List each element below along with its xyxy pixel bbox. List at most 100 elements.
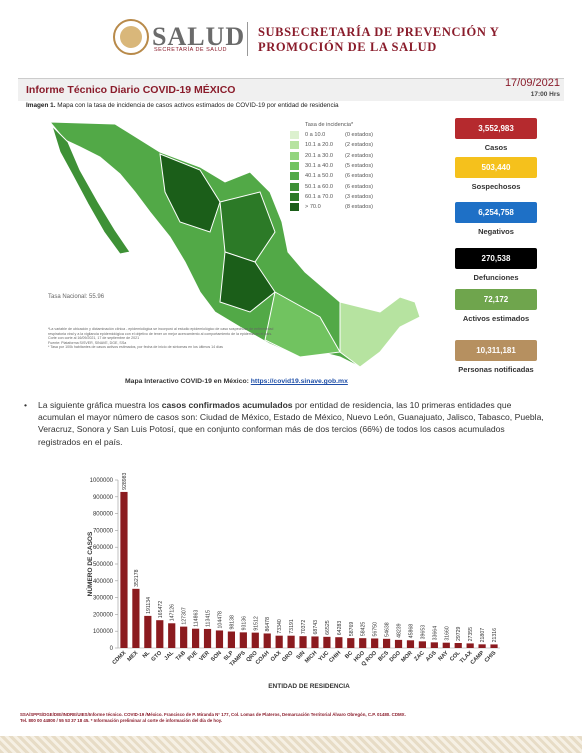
bar — [406, 640, 415, 648]
kpi-label: Activos estimados — [462, 314, 530, 323]
value-label: 29729 — [456, 626, 462, 641]
kpi-value: 6,254,758 — [455, 202, 537, 223]
x-tick-label: NL — [142, 650, 152, 660]
legend-count: (8 estados) — [345, 204, 373, 211]
value-label: 54638 — [385, 622, 391, 637]
value-label: 93136 — [241, 616, 247, 631]
x-tick-label: CDMX — [111, 650, 127, 666]
bar — [144, 615, 152, 648]
bar — [275, 635, 283, 648]
bar — [454, 643, 462, 648]
y-tick-label: 700000 — [93, 528, 114, 534]
logo — [113, 19, 149, 55]
bar — [359, 638, 367, 648]
bar — [215, 630, 224, 648]
legend-rows: 0 a 10.0 (0 estados) 10.1 a 20.0 (2 estados… — [290, 130, 373, 212]
y-tick-label: 900000 — [93, 495, 114, 501]
legend-count: (3 estados) — [345, 193, 373, 200]
footer: SSA/SPPS/DGE/DIE/INDRE/UIES/Informe técn… — [20, 712, 565, 724]
legend-range: 50.1 a 60.0 — [305, 183, 333, 190]
x-tick-label: MEX — [127, 650, 140, 663]
bar — [180, 626, 188, 648]
bar — [263, 633, 271, 648]
legend-swatch — [290, 172, 299, 181]
legend-row: 60.1 a 70.0 (3 estados) — [290, 192, 373, 202]
map-notes: *La variable de ubicación y dictaminació… — [48, 327, 288, 350]
legend-row: 20.1 a 30.0 (2 estados) — [290, 151, 373, 161]
legend-count: (0 estados) — [345, 132, 373, 139]
x-tick-label: TAB — [175, 650, 187, 662]
legend-row: 0 a 10.0 (0 estados) — [290, 130, 373, 140]
bar-chart: 0 100000 200000 300000 400000 500000 600000 700… — [85, 473, 500, 690]
value-label: 31660 — [444, 626, 450, 641]
y-tick-label: 200000 — [93, 612, 114, 618]
office-line: PROMOCIÓN DE LA SALUD — [258, 40, 437, 54]
bar — [287, 635, 295, 648]
bar — [418, 641, 427, 648]
bar — [371, 638, 379, 648]
legend-count: (5 estados) — [345, 163, 373, 170]
bar — [347, 638, 355, 648]
footer-line: SSA/SPPS/DGE/DIE/INDRE/UIES/Informe técn… — [20, 712, 406, 717]
legend-range: 10.1 a 20.0 — [305, 142, 333, 149]
legend-range: > 70.0 — [305, 204, 321, 211]
bar — [442, 642, 450, 648]
x-tick-label: SIN — [296, 650, 307, 661]
x-tick-label: BCS — [377, 650, 390, 663]
legend-range: 20.1 a 30.0 — [305, 152, 333, 159]
brand: SALUD — [152, 22, 246, 51]
value-label: 98138 — [229, 615, 235, 630]
note: *La variable de ubicación y dictaminació… — [48, 327, 274, 336]
x-tick-label: SON — [210, 650, 223, 663]
bar — [490, 644, 498, 648]
legend-title: Tasa de incidencia* — [305, 122, 354, 128]
bar — [430, 642, 438, 648]
bar — [323, 636, 331, 648]
bar — [394, 639, 403, 648]
value-label: 191134 — [146, 597, 152, 614]
y-tick-label: 400000 — [93, 579, 114, 585]
x-tick-label: MOR — [400, 650, 413, 663]
note: Fuente: Plataforma SISVER, SINAVE, DGE, … — [48, 340, 127, 345]
value-label: 165472 — [158, 601, 164, 618]
legend-row: 30.1 a 40.0 (5 estados) — [290, 161, 373, 171]
y-tick-label: 600000 — [93, 545, 114, 551]
kpi: 72,172 Activos estimados — [455, 289, 537, 323]
para-bold: casos confirmados acumulados — [161, 400, 293, 410]
kpi-value: 72,172 — [455, 289, 537, 310]
caption-label: Imagen 1. — [26, 102, 56, 109]
kpi: 3,552,983 Casos — [455, 118, 537, 152]
paragraph: La siguiente gráfica muestra los casos c… — [24, 399, 548, 448]
legend-range: 30.1 a 40.0 — [305, 163, 333, 170]
value-label: 68743 — [313, 620, 319, 635]
value-label: 928983 — [122, 473, 128, 490]
value-label: 39653 — [420, 625, 426, 640]
legend-swatch — [290, 131, 299, 140]
kpi: 10,311,181 Personas notificadas — [455, 340, 537, 374]
y-tick-label: 1000000 — [90, 478, 114, 484]
legend-swatch — [290, 182, 299, 191]
decor-band — [0, 736, 582, 753]
value-label: 21807 — [480, 628, 486, 643]
legend-row: 50.1 a 60.0 (6 estados) — [290, 181, 373, 191]
value-label: 33664 — [432, 626, 438, 641]
kpi: 503,440 Sospechosos — [455, 157, 537, 191]
map-caption: Imagen 1. Mapa con la tasa de incidencia… — [26, 102, 339, 109]
divider — [247, 22, 248, 56]
bar — [299, 636, 307, 648]
value-label: 48239 — [397, 623, 403, 638]
x-tick-label: PUE — [187, 650, 200, 663]
value-label: 147126 — [170, 604, 176, 621]
y-tick-label: 800000 — [93, 512, 114, 518]
x-tick-label: COAH — [255, 650, 271, 666]
note: * Tasa por 100k habitantes de casos acti… — [48, 345, 223, 350]
value-label: 56750 — [373, 622, 379, 637]
bar — [478, 644, 486, 648]
kpi-value: 3,552,983 — [455, 118, 537, 139]
bar — [251, 632, 259, 648]
link[interactable]: https://covid19.sinave.gob.mx — [250, 378, 348, 385]
kpi: 270,538 Defunciones — [455, 248, 537, 282]
x-tick-label: CHIS — [484, 650, 498, 664]
report-title: Informe Técnico Diario COVID-19 MÉXICO — [26, 84, 236, 96]
value-label: 104478 — [217, 611, 223, 628]
